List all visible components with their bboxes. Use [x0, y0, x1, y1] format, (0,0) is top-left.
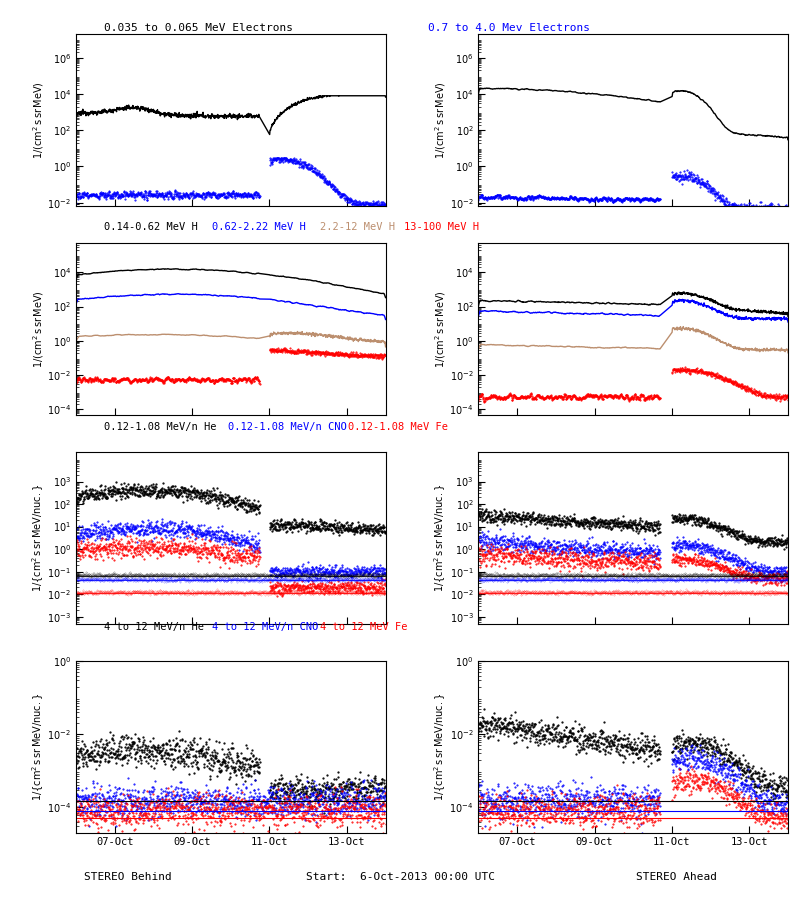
- Y-axis label: $1/\{\rm{cm}^2\,\rm{s}\,\rm{sr}\,\rm{MeV/nuc.}\}$: $1/\{\rm{cm}^2\,\rm{s}\,\rm{sr}\,\rm{MeV…: [30, 693, 46, 801]
- Text: Start:  6-Oct-2013 00:00 UTC: Start: 6-Oct-2013 00:00 UTC: [306, 872, 494, 882]
- Y-axis label: $1/\{\rm{cm}^2\,\rm{s}\,\rm{sr}\,\rm{MeV/nuc.}\}$: $1/\{\rm{cm}^2\,\rm{s}\,\rm{sr}\,\rm{MeV…: [433, 483, 448, 592]
- Text: 0.12-1.08 MeV/n CNO: 0.12-1.08 MeV/n CNO: [228, 422, 346, 432]
- Text: 0.14-0.62 MeV H: 0.14-0.62 MeV H: [104, 222, 198, 232]
- Text: 0.7 to 4.0 Mev Electrons: 0.7 to 4.0 Mev Electrons: [428, 22, 590, 32]
- Text: 0.62-2.22 MeV H: 0.62-2.22 MeV H: [212, 222, 306, 232]
- Text: 4 to 12 MeV Fe: 4 to 12 MeV Fe: [320, 622, 407, 632]
- Text: 0.12-1.08 MeV/n He: 0.12-1.08 MeV/n He: [104, 422, 217, 432]
- Y-axis label: $1/\{\rm{cm}^2\,\rm{s}\,\rm{sr}\,\rm{MeV/nuc.}\}$: $1/\{\rm{cm}^2\,\rm{s}\,\rm{sr}\,\rm{MeV…: [432, 693, 448, 801]
- Text: STEREO Ahead: STEREO Ahead: [635, 872, 717, 882]
- Text: 2.2-12 MeV H: 2.2-12 MeV H: [320, 222, 395, 232]
- Text: 4 to 12 MeV/n CNO: 4 to 12 MeV/n CNO: [212, 622, 318, 632]
- Y-axis label: $1/(\rm{cm}^2\,\rm{s}\,\rm{sr}\,\rm{MeV})$: $1/(\rm{cm}^2\,\rm{s}\,\rm{sr}\,\rm{MeV}…: [433, 290, 448, 368]
- Text: 0.035 to 0.065 MeV Electrons: 0.035 to 0.065 MeV Electrons: [104, 22, 293, 32]
- Text: 13-100 MeV H: 13-100 MeV H: [404, 222, 479, 232]
- Y-axis label: $1/\{\rm{cm}^2\,\rm{s}\,\rm{sr}\,\rm{MeV/nuc.}\}$: $1/\{\rm{cm}^2\,\rm{s}\,\rm{sr}\,\rm{MeV…: [30, 483, 46, 592]
- Y-axis label: $1/(\rm{cm}^2\,\rm{s}\,\rm{sr}\,\rm{MeV})$: $1/(\rm{cm}^2\,\rm{s}\,\rm{sr}\,\rm{MeV}…: [31, 81, 46, 158]
- Text: STEREO Behind: STEREO Behind: [84, 872, 172, 882]
- Text: 4 to 12 MeV/n He: 4 to 12 MeV/n He: [104, 622, 204, 632]
- Y-axis label: $1/(\rm{cm}^2\,\rm{s}\,\rm{sr}\,\rm{MeV})$: $1/(\rm{cm}^2\,\rm{s}\,\rm{sr}\,\rm{MeV}…: [434, 81, 449, 158]
- Text: 0.12-1.08 MeV Fe: 0.12-1.08 MeV Fe: [348, 422, 448, 432]
- Y-axis label: $1/(\rm{cm}^2\,\rm{s}\,\rm{sr}\,\rm{MeV})$: $1/(\rm{cm}^2\,\rm{s}\,\rm{sr}\,\rm{MeV}…: [30, 290, 46, 368]
